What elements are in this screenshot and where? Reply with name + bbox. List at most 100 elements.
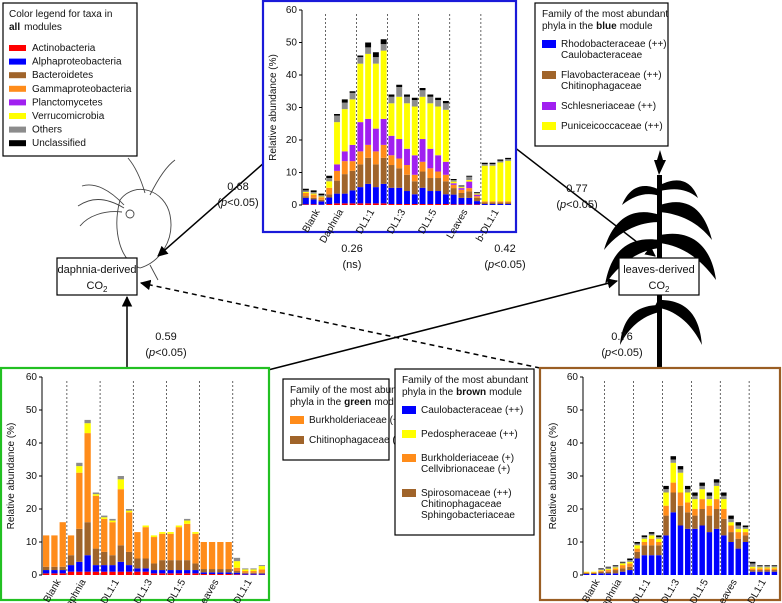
bar-segment: [159, 573, 166, 575]
bar-segment: [167, 573, 174, 575]
bar-segment: [713, 482, 720, 486]
bar-segment: [411, 194, 418, 205]
bar-segment: [706, 492, 713, 496]
bar-segment: [598, 570, 604, 571]
bar-segment: [481, 202, 488, 205]
module-legend-label: Sphingobacteriaceae: [421, 510, 515, 521]
bar-segment: [663, 489, 669, 493]
bar-segment: [200, 542, 207, 570]
bar-segment: [396, 187, 403, 205]
bar-segment: [101, 565, 108, 572]
node-formula: CO2: [649, 280, 671, 294]
bar-segment: [142, 571, 149, 575]
module-legend-swatch: [290, 416, 304, 424]
bar-segment: [619, 571, 626, 575]
bar-segment: [59, 522, 66, 567]
module-legend-title: phyla in the: [290, 397, 342, 408]
bar-segment: [258, 566, 266, 570]
bar-segment: [109, 522, 116, 556]
bar-segment: [372, 57, 379, 64]
bar-segment: [242, 572, 249, 574]
bar-segment: [341, 203, 348, 205]
bar-segment: [612, 573, 619, 575]
bar-segment: [242, 573, 249, 575]
bar-segment: [684, 485, 691, 490]
bar-segment: [466, 191, 473, 198]
formula: CO: [87, 280, 104, 292]
bar-segment: [749, 563, 756, 567]
bar-segment: [357, 122, 364, 152]
bar-segment: [612, 565, 619, 568]
module-legend-label: Spirosomaceae (++): [421, 488, 512, 499]
module-legend-label: Chitinophagaceae: [561, 81, 642, 92]
bar-segment: [489, 162, 496, 165]
bar-segment: [699, 489, 705, 500]
bar-segment: [450, 188, 457, 195]
bar-segment: [619, 562, 626, 564]
sig: <0.05): [494, 259, 526, 271]
bar-segment: [721, 492, 727, 496]
bar-segment: [125, 565, 133, 572]
bar-segment: [442, 101, 449, 104]
y-tick-label: 20: [567, 504, 579, 515]
bar-segment: [458, 204, 465, 205]
bar-segment: [427, 168, 434, 179]
node-box: [618, 257, 700, 296]
module-legend-title-bold: blue: [596, 21, 617, 32]
bar-segment: [641, 538, 648, 542]
module-legend-swatch: [542, 71, 556, 79]
bar-segment: [142, 568, 149, 572]
bar-segment: [349, 91, 356, 93]
bar-segment: [442, 194, 449, 205]
bar-segment: [117, 479, 124, 490]
bar-segment: [404, 165, 410, 175]
bar-segment: [706, 505, 713, 516]
bar-segment: [728, 515, 734, 519]
bar-segment: [442, 181, 449, 195]
bar-segment: [233, 561, 241, 568]
module-legend-box: [534, 2, 669, 147]
legend-title: all modules: [9, 22, 62, 33]
bar-segment: [42, 570, 50, 574]
legend-box: [2, 2, 138, 157]
bar-segment: [242, 568, 249, 570]
legend-swatch: [9, 72, 26, 79]
bar-segment: [721, 535, 727, 575]
bar-segment: [208, 542, 216, 570]
bar-segment: [489, 204, 496, 205]
bar-segment: [302, 197, 309, 205]
bar-segment: [334, 114, 340, 116]
bar-segment: [233, 571, 241, 573]
bar-segment: [396, 204, 403, 205]
bar-segment: [150, 563, 158, 571]
bar-segment: [302, 192, 309, 193]
bar-segment: [699, 499, 705, 509]
bar-segment: [692, 499, 698, 509]
bar-segment: [442, 161, 449, 175]
bar-segment: [225, 574, 232, 575]
bar-segment: [427, 94, 434, 97]
bar-segment: [380, 144, 387, 158]
bar-segment: [435, 204, 442, 205]
bar-segment: [388, 204, 395, 205]
bar-segment: [51, 573, 58, 575]
bar-segment: [749, 566, 756, 569]
bar-segment: [318, 193, 325, 196]
bar-segment: [583, 573, 590, 575]
y-axis-label: Relative abundance (%): [548, 423, 559, 530]
module-legend-label: Caulobacteraceae (++): [421, 405, 523, 416]
bar-segment: [419, 204, 426, 205]
bar-segment: [663, 505, 669, 516]
bar-segment: [728, 522, 734, 526]
edge-value: 0.59: [155, 331, 176, 343]
bar-segment: [101, 551, 108, 566]
edge-arrow: [504, 139, 656, 257]
bar-segment: [167, 533, 174, 561]
bar-segment: [396, 139, 403, 159]
bar-segment: [605, 567, 612, 570]
bar-segment: [435, 100, 442, 107]
bar-segment: [341, 99, 348, 103]
bar-segment: [92, 494, 100, 496]
bar-segment: [365, 47, 372, 54]
bar-segment: [663, 485, 669, 490]
